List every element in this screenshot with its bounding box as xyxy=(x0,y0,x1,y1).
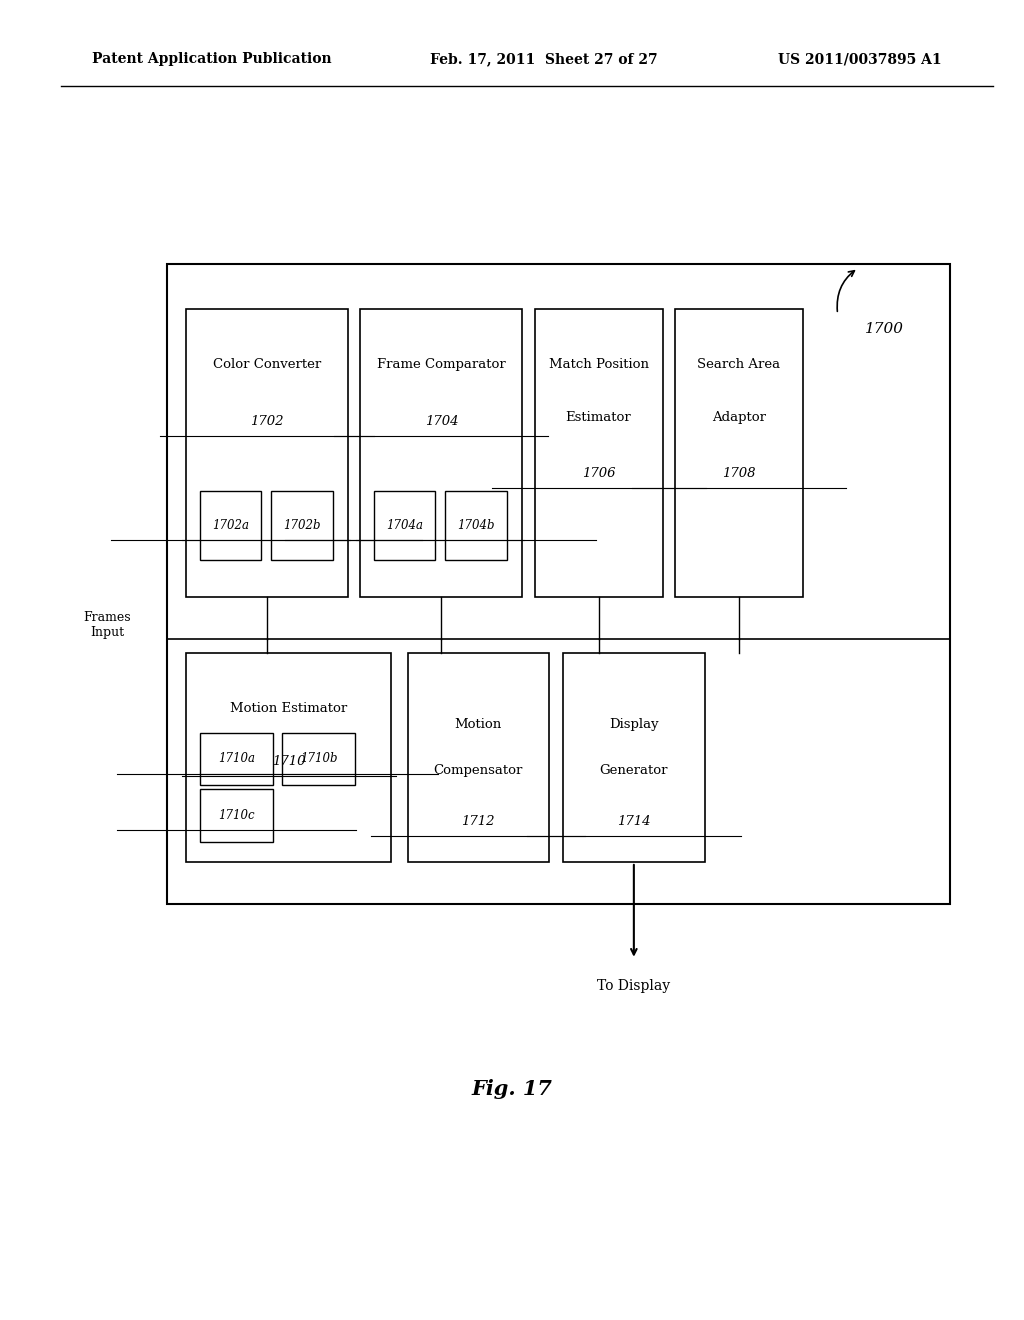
FancyBboxPatch shape xyxy=(675,309,803,597)
Text: 1710c: 1710c xyxy=(218,809,255,822)
Text: Generator: Generator xyxy=(600,764,668,777)
FancyBboxPatch shape xyxy=(200,491,261,560)
FancyBboxPatch shape xyxy=(200,789,273,842)
Text: 1700: 1700 xyxy=(865,322,904,335)
Text: To Display: To Display xyxy=(597,979,671,993)
FancyBboxPatch shape xyxy=(563,653,705,862)
Text: Compensator: Compensator xyxy=(433,764,523,777)
Text: 1704b: 1704b xyxy=(458,519,495,532)
Text: Patent Application Publication: Patent Application Publication xyxy=(92,53,332,66)
Text: 1710: 1710 xyxy=(272,755,305,768)
FancyBboxPatch shape xyxy=(445,491,507,560)
Text: 1714: 1714 xyxy=(617,814,650,828)
Text: Motion: Motion xyxy=(455,718,502,731)
Text: Estimator: Estimator xyxy=(565,411,632,424)
FancyBboxPatch shape xyxy=(374,491,435,560)
Text: Frames
Input: Frames Input xyxy=(84,611,131,639)
Text: 1708: 1708 xyxy=(722,467,756,480)
Text: Frame Comparator: Frame Comparator xyxy=(377,358,506,371)
Text: 1702b: 1702b xyxy=(284,519,321,532)
Text: 1710a: 1710a xyxy=(218,752,255,766)
FancyBboxPatch shape xyxy=(186,309,348,597)
FancyBboxPatch shape xyxy=(271,491,333,560)
Text: Display: Display xyxy=(609,718,658,731)
Text: 1710b: 1710b xyxy=(300,752,337,766)
Text: 1704a: 1704a xyxy=(386,519,423,532)
Text: 1706: 1706 xyxy=(582,467,615,480)
Text: 1704: 1704 xyxy=(425,414,458,428)
Text: Adaptor: Adaptor xyxy=(712,411,766,424)
Text: Match Position: Match Position xyxy=(549,358,648,371)
FancyBboxPatch shape xyxy=(282,733,355,785)
FancyBboxPatch shape xyxy=(167,264,950,904)
FancyBboxPatch shape xyxy=(200,733,273,785)
Text: 1712: 1712 xyxy=(462,814,495,828)
Text: Feb. 17, 2011  Sheet 27 of 27: Feb. 17, 2011 Sheet 27 of 27 xyxy=(430,53,657,66)
Text: Color Converter: Color Converter xyxy=(213,358,322,371)
Text: Motion Estimator: Motion Estimator xyxy=(230,702,347,715)
FancyBboxPatch shape xyxy=(360,309,522,597)
FancyBboxPatch shape xyxy=(535,309,663,597)
Text: Fig. 17: Fig. 17 xyxy=(472,1078,552,1100)
FancyBboxPatch shape xyxy=(186,653,391,862)
Text: 1702: 1702 xyxy=(251,414,284,428)
Text: US 2011/0037895 A1: US 2011/0037895 A1 xyxy=(778,53,942,66)
FancyBboxPatch shape xyxy=(408,653,549,862)
Text: 1702a: 1702a xyxy=(212,519,249,532)
Text: Search Area: Search Area xyxy=(697,358,780,371)
